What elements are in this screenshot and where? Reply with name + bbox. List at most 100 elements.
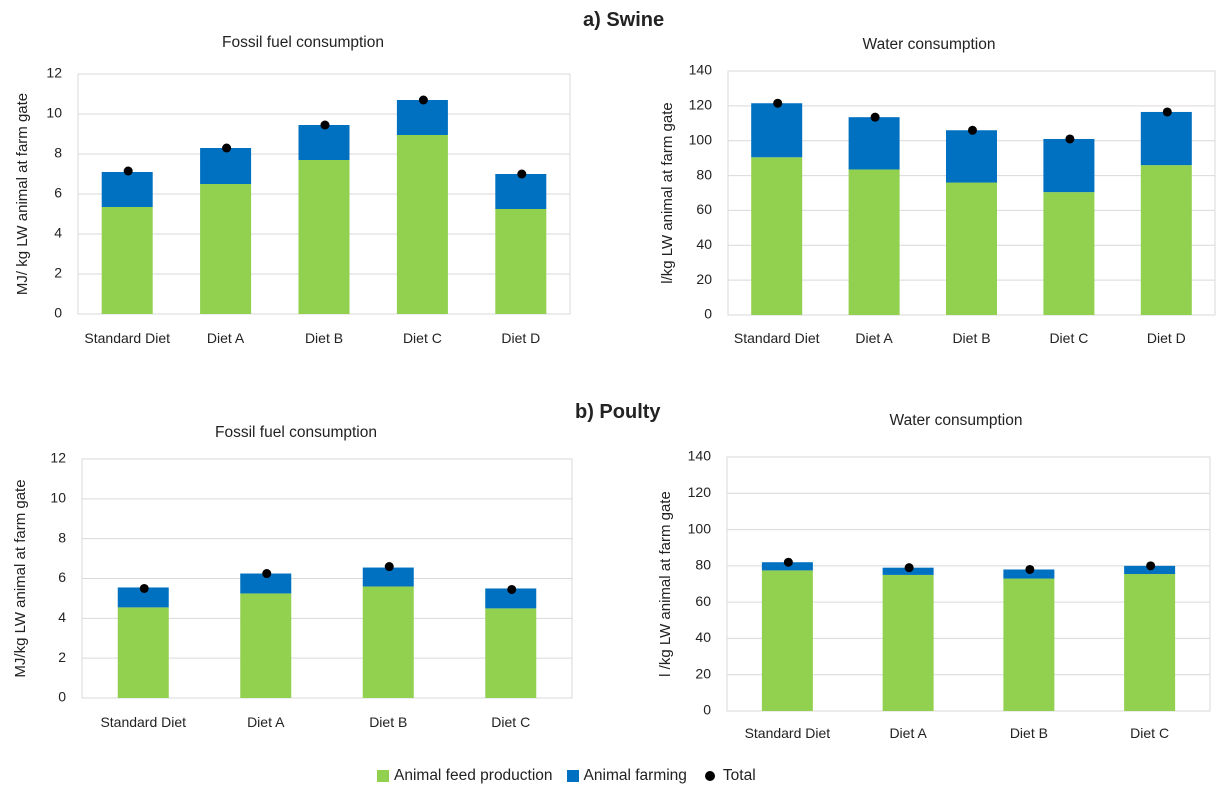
total-marker (517, 169, 527, 179)
x-tick-label: Diet C (1130, 725, 1169, 741)
bar-feed-production (882, 574, 934, 711)
total-marker (139, 583, 149, 593)
total-marker (1146, 561, 1156, 571)
bar-animal-farming (848, 117, 900, 170)
x-tick-label: Diet C (403, 330, 442, 346)
bar-feed-production (1124, 574, 1176, 711)
y-axis-label: MJ/ kg LW animal at farm gate (14, 93, 31, 295)
bar-feed-production (751, 157, 803, 315)
y-axis-label: MJ/kg LW animal at farm gate (12, 479, 29, 677)
bar-feed-production (396, 135, 448, 314)
x-tick-label: Diet B (1010, 725, 1048, 741)
x-tick-label: Diet C (491, 714, 530, 730)
bar-feed-production (362, 586, 414, 698)
y-tick-label: 120 (688, 484, 712, 500)
legend-swatch-farming (566, 770, 579, 782)
x-tick-label: Diet B (305, 330, 343, 346)
y-tick-label: 80 (695, 557, 711, 573)
total-marker (1162, 107, 1172, 117)
y-axis-label: l/kg LW animal at farm gate (659, 102, 676, 283)
bar-animal-farming (1003, 569, 1055, 579)
y-tick-label: 0 (58, 689, 66, 705)
x-tick-label: Standard Diet (100, 714, 186, 730)
bar-animal-farming (362, 567, 414, 587)
total-marker (222, 143, 232, 153)
x-tick-label: Diet A (855, 330, 893, 346)
bar-animal-farming (495, 174, 547, 209)
y-tick-label: 60 (696, 201, 712, 217)
total-marker (1065, 134, 1075, 144)
bar-animal-farming (200, 148, 252, 184)
section-title-poultry: b) Poulty (575, 401, 661, 423)
bar-animal-farming (1043, 138, 1095, 193)
y-tick-label: 40 (696, 236, 712, 252)
legend-dot-total (704, 771, 715, 781)
x-tick-label: Diet A (889, 725, 927, 741)
bar-feed-production (946, 182, 997, 315)
chart-title-swine-fossil: Fossil fuel consumption (222, 34, 384, 51)
y-tick-label: 12 (46, 65, 62, 81)
y-tick-label: 140 (689, 62, 713, 78)
legend-label-farming: Animal farming (583, 767, 687, 784)
y-tick-label: 60 (695, 593, 711, 609)
y-tick-label: 6 (58, 569, 66, 585)
y-tick-label: 10 (50, 490, 66, 506)
bar-feed-production (761, 570, 813, 711)
bar-animal-farming (485, 588, 537, 609)
legend-label-total: Total (722, 767, 756, 784)
bar-feed-production (485, 608, 537, 698)
y-tick-label: 12 (50, 450, 66, 466)
section-title-swine: a) Swine (583, 9, 665, 31)
x-tick-label: Diet B (952, 330, 990, 346)
x-tick-label: Diet C (1049, 330, 1088, 346)
total-marker (968, 125, 977, 135)
y-tick-label: 4 (58, 609, 66, 625)
bar-animal-farming (101, 172, 153, 207)
total-marker (783, 557, 793, 567)
total-marker (123, 166, 133, 176)
y-tick-label: 2 (54, 265, 62, 281)
total-marker (320, 120, 330, 130)
legend-item-farming: Animal farming (566, 767, 687, 785)
total-marker (384, 562, 394, 572)
y-tick-label: 40 (695, 629, 711, 645)
bar-feed-production (848, 169, 900, 315)
y-tick-label: 20 (696, 271, 712, 287)
bar-animal-farming (117, 587, 169, 608)
chart-title-poultry-fossil: Fossil fuel consumption (215, 424, 377, 441)
x-tick-label: Diet B (369, 714, 407, 730)
y-tick-label: 120 (689, 97, 713, 113)
bar-feed-production (117, 607, 169, 698)
y-tick-label: 100 (689, 131, 713, 147)
bar-animal-farming (946, 130, 997, 183)
bar-feed-production (101, 207, 153, 314)
x-tick-label: Diet A (247, 714, 285, 730)
y-tick-label: 6 (54, 185, 62, 201)
bar-feed-production (1140, 165, 1192, 315)
chart-title-swine-water: Water consumption (862, 36, 996, 53)
chart-title-poultry-water: Water consumption (889, 412, 1023, 429)
bar-animal-farming (1140, 111, 1192, 166)
x-tick-label: Standard Diet (734, 330, 820, 346)
total-marker (870, 112, 880, 122)
bar-feed-production (1043, 192, 1095, 315)
y-tick-label: 10 (46, 105, 62, 121)
bar-animal-farming (298, 125, 350, 160)
y-tick-label: 2 (58, 649, 66, 665)
y-tick-label: 80 (696, 166, 712, 182)
bar-feed-production (298, 160, 350, 314)
y-tick-label: 4 (54, 225, 62, 241)
bar-animal-farming (396, 100, 448, 135)
x-tick-label: Standard Diet (745, 725, 831, 741)
y-axis-label: l /kg LW animal at farm gate (657, 491, 674, 677)
y-tick-label: 20 (695, 665, 711, 681)
x-tick-label: Standard Diet (84, 330, 170, 346)
y-tick-label: 8 (54, 145, 62, 161)
total-marker (507, 584, 517, 594)
legend-item-feed: Animal feed production (377, 767, 553, 785)
x-tick-label: Diet D (1147, 330, 1186, 346)
total-marker (1025, 564, 1035, 574)
